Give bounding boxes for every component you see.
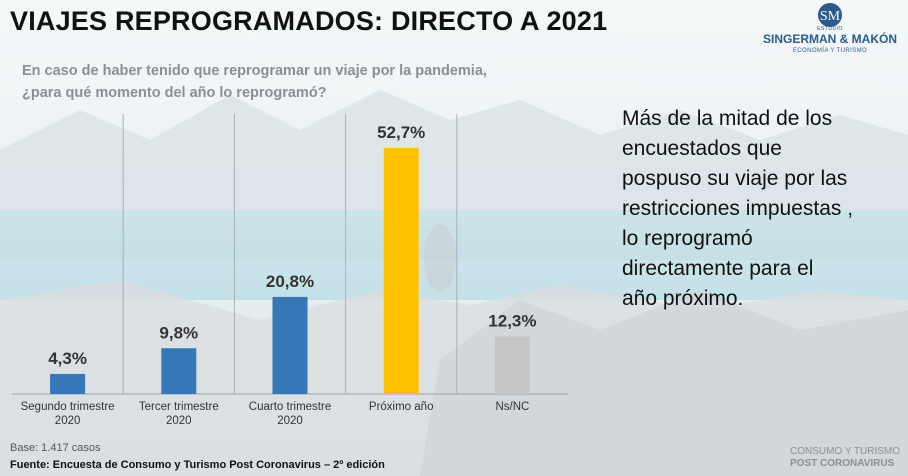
question-line-1: En caso de haber tenido que reprogramar … <box>22 63 487 79</box>
bar <box>272 296 308 394</box>
logo-small-text: ESTUDIO <box>817 26 843 32</box>
summary-line: directamente para el <box>622 257 814 280</box>
bar-chart: 4,3% Segundo trimestre 2020 9,8% Tercer trim… <box>12 114 568 427</box>
category-label: Tercer trimestre <box>139 401 219 413</box>
survey-question: En caso de haber tenido que reprogramar … <box>22 60 582 104</box>
category-label: 2020 <box>55 415 81 427</box>
svg-text:SM: SM <box>820 9 841 24</box>
logo-emblem-icon: SM <box>818 3 842 27</box>
data-label: 52,7% <box>377 123 425 142</box>
data-label: 12,3% <box>488 312 536 331</box>
page-title: VIAJES REPROGRAMADOS: DIRECTO A 2021 <box>10 6 608 36</box>
summary-text: Más de la mitad de los encuestados que p… <box>622 104 902 314</box>
summary-line: Más de la mitad de los <box>622 107 833 130</box>
category-label: Segundo trimestre <box>21 401 115 413</box>
data-label: 4,3% <box>48 349 87 368</box>
category-label: 2020 <box>277 415 303 427</box>
summary-line: restricciones impuestas , <box>622 197 854 220</box>
category-label: Próximo año <box>369 401 434 413</box>
bar <box>161 348 197 394</box>
brand-line-2: POST CORONAVIRUS <box>790 458 895 469</box>
data-label: 20,8% <box>266 272 314 291</box>
summary-line: pospuso su viaje por las <box>622 167 848 190</box>
bar <box>494 336 530 394</box>
category-label: 2020 <box>166 415 192 427</box>
summary-line: encuestados que <box>622 137 782 160</box>
category-label: Ns/NC <box>495 401 529 413</box>
summary-line: lo reprogramó <box>622 227 753 250</box>
data-source: Fuente: Encuesta de Consumo y Turismo Po… <box>10 459 385 471</box>
brand-logo: SM ESTUDIO SINGERMAN & MAKÓN ECONOMÍA Y … <box>756 2 904 72</box>
data-label: 9,8% <box>159 323 198 342</box>
logo-tagline: ECONOMÍA Y TURISMO <box>792 48 868 54</box>
category-label: Cuarto trimestre <box>249 401 331 413</box>
brand-line-1: CONSUMO Y TURISMO <box>790 446 901 457</box>
summary-line: año próximo. <box>622 287 744 310</box>
report-brand: CONSUMO Y TURISMO POST CORONAVIRUS <box>790 446 900 470</box>
bar <box>383 148 419 394</box>
bar <box>50 373 86 394</box>
sample-base: Base: 1.417 casos <box>10 442 101 454</box>
logo-name: SINGERMAN & MAKÓN <box>763 32 897 46</box>
question-line-2: ¿para qué momento del año lo reprogramó? <box>22 85 327 101</box>
